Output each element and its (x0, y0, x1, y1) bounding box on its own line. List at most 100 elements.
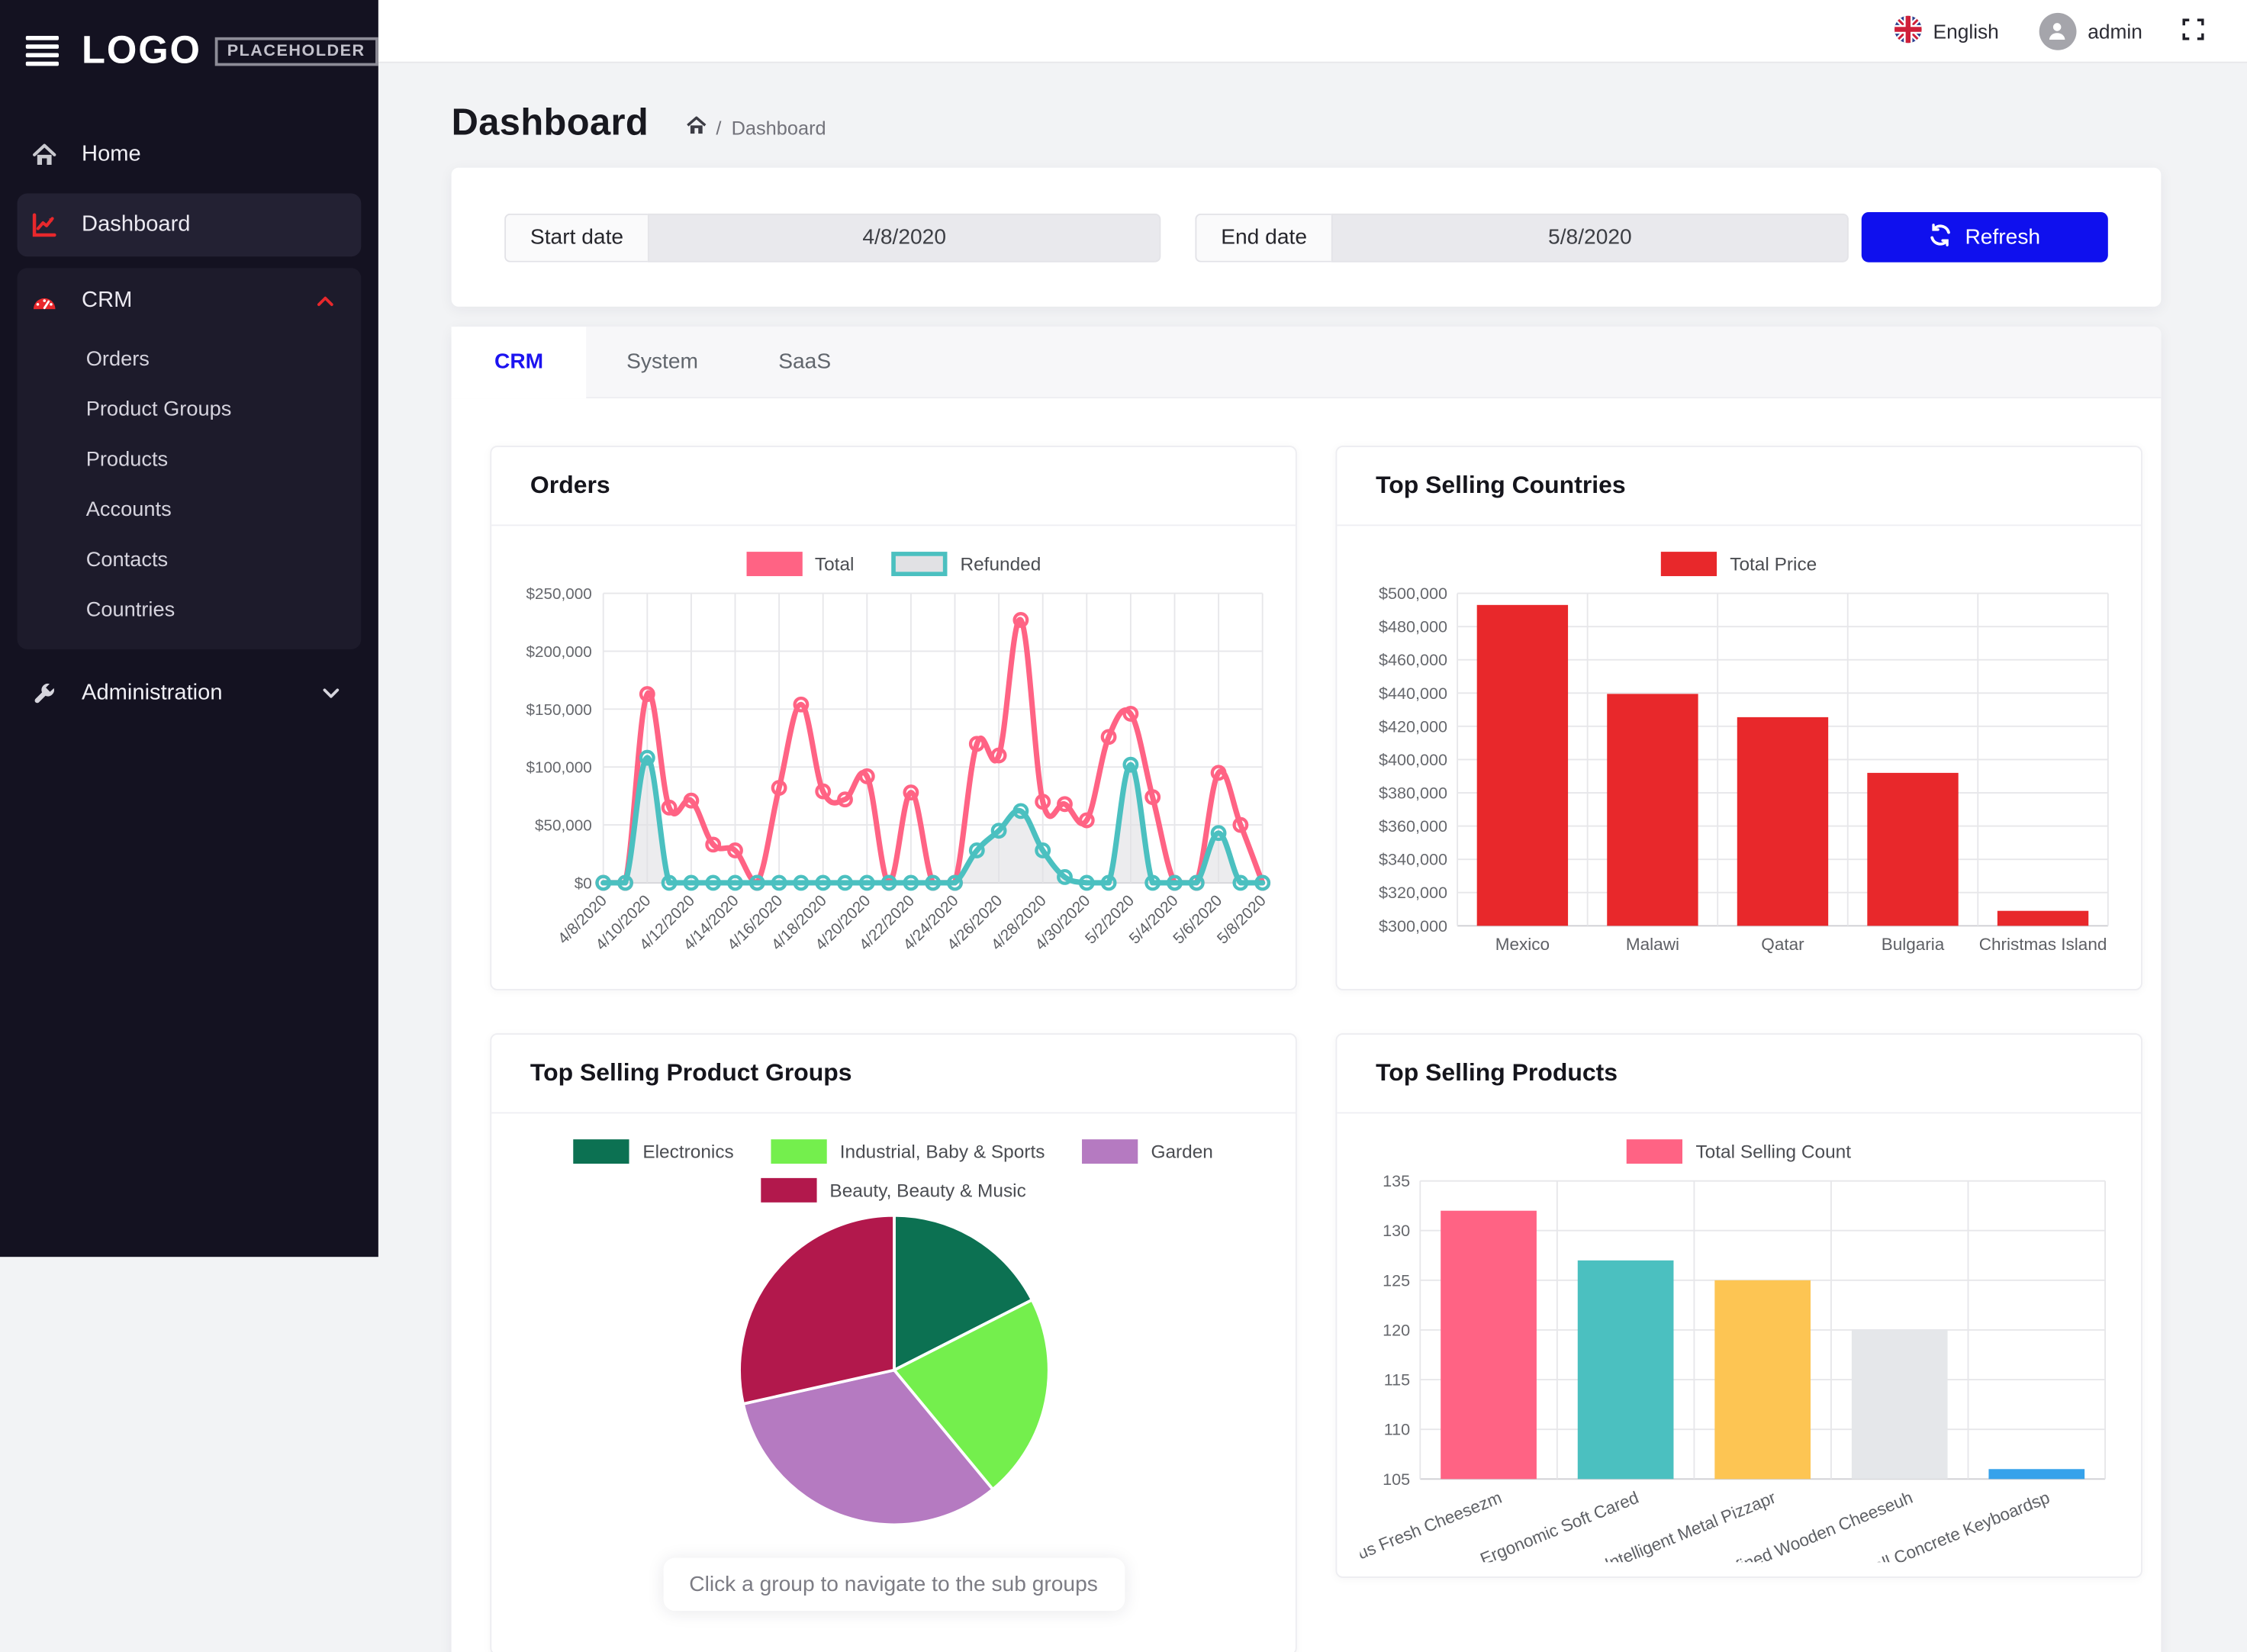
top-bar: English admin (378, 0, 2247, 63)
point-refunded-4/16/2020 (770, 874, 787, 891)
sidebar-nav: Home Dashboard CRM Orders (0, 124, 378, 726)
point-refunded-5/6/2020 (1209, 825, 1226, 842)
top-products-card: Top Selling Products Total Selling Count… (1335, 1033, 2142, 1578)
point-total-4/14/2020 (726, 842, 742, 858)
legend-label: Garden (1151, 1141, 1213, 1163)
bar-Bulgaria (1866, 772, 1958, 926)
top-countries-card: Top Selling Countries Total Price $300,0… (1335, 446, 2142, 990)
sidebar-item-contacts[interactable]: Contacts (85, 548, 169, 572)
point-refunded-4/9/2020 (616, 874, 633, 891)
point-refunded-4/28/2020 (1034, 842, 1051, 858)
sidebar-group-crm: CRM Orders Product Groups Products Accou… (17, 268, 362, 649)
sidebar-item-accounts[interactable]: Accounts (85, 498, 172, 521)
point-total-5/7/2020 (1231, 816, 1248, 833)
legend-swatch (1661, 552, 1717, 577)
bar-Intelligent Metal Pizzapr (1714, 1280, 1811, 1480)
point-total-4/10/2020 (638, 686, 655, 703)
language-selector[interactable]: English (1894, 14, 1999, 47)
sidebar-item-product-groups[interactable]: Product Groups (85, 398, 232, 421)
refresh-label: Refresh (1965, 224, 2041, 250)
legend-item-refunded[interactable]: Refunded (891, 552, 1041, 577)
point-refunded-4/20/2020 (858, 874, 874, 891)
top-countries-bar-chart: $300,000 $320,000 $340,000 $360,000 $380,000… (1378, 584, 2108, 954)
svg-text:120: 120 (1382, 1320, 1409, 1339)
point-refunded-4/15/2020 (748, 874, 765, 891)
tab-system[interactable]: System (626, 349, 699, 375)
svg-text:$200,000: $200,000 (526, 643, 591, 661)
pie-slice-Garden[interactable] (740, 1368, 994, 1527)
bar-Ergonomic Soft Cared (1576, 1260, 1673, 1480)
point-refunded-4/26/2020 (990, 823, 1006, 839)
svg-text:$150,000: $150,000 (526, 701, 591, 719)
svg-text:$250,000: $250,000 (526, 585, 591, 603)
hamburger-menu-icon[interactable] (25, 35, 60, 66)
user-menu[interactable]: admin (2039, 11, 2142, 50)
tab-crm[interactable]: CRM (451, 327, 587, 399)
svg-text:$0: $0 (574, 874, 591, 892)
legend-swatch (891, 552, 948, 577)
legend-item-electronics[interactable]: Electronics (574, 1139, 734, 1164)
legend-item-total-selling-count[interactable]: Total Selling Count (1627, 1139, 1851, 1164)
tab-strip: CRM System SaaS (451, 327, 2162, 399)
legend-item-industrial[interactable]: Industrial, Baby & Sports (771, 1139, 1045, 1164)
sidebar-item-countries[interactable]: Countries (85, 598, 175, 622)
end-date-input[interactable] (1331, 212, 1849, 262)
point-total-5/1/2020 (1099, 729, 1116, 745)
product-groups-pie-chart[interactable] (513, 1206, 1273, 1535)
point-total-5/2/2020 (1122, 705, 1138, 722)
point-total-4/26/2020 (990, 747, 1006, 764)
sidebar-header: LOGO PLACEHOLDER (0, 0, 378, 93)
top-countries-body: Total Price $300,000 $320,000 $340,000 $360… (1337, 526, 2141, 989)
sidebar-item-dashboard[interactable]: Dashboard (17, 193, 362, 257)
legend-item-garden[interactable]: Garden (1082, 1139, 1213, 1164)
point-total-4/12/2020 (682, 792, 699, 809)
point-refunded-5/2/2020 (1122, 756, 1138, 773)
orders-card: Orders Total Refunded (490, 446, 1297, 990)
svg-text:$500,000: $500,000 (1378, 584, 1447, 603)
pie-slice-Industrial, Baby & Sports[interactable] (891, 1297, 1050, 1492)
point-total-4/17/2020 (792, 696, 809, 713)
point-refunded-4/12/2020 (682, 874, 699, 891)
fullscreen-button[interactable] (2182, 18, 2204, 43)
refresh-button[interactable]: Refresh (1861, 211, 2108, 262)
sidebar-item-crm[interactable]: CRM (18, 268, 362, 333)
svg-text:$340,000: $340,000 (1378, 850, 1447, 869)
point-total-4/27/2020 (1012, 612, 1029, 628)
svg-text:115: 115 (1383, 1370, 1409, 1390)
svg-text:$460,000: $460,000 (1378, 650, 1447, 669)
legend-label: Beauty, Beauty & Music (829, 1179, 1026, 1201)
pie-slice-Beauty, Beauty & Music[interactable] (737, 1213, 895, 1406)
logo[interactable]: LOGO PLACEHOLDER (82, 31, 378, 70)
point-refunded-4/17/2020 (792, 874, 809, 891)
svg-text:$440,000: $440,000 (1378, 684, 1447, 703)
point-refunded-4/23/2020 (924, 874, 941, 891)
product-groups-card: Top Selling Product Groups Electronics I… (490, 1033, 1297, 1652)
pie-slice-Electronics[interactable] (892, 1213, 1034, 1373)
sidebar-item-home[interactable]: Home (0, 124, 378, 185)
tab-saas[interactable]: SaaS (778, 349, 832, 375)
sidebar-item-products[interactable]: Products (85, 447, 169, 471)
point-total-4/13/2020 (704, 836, 721, 853)
start-date-input[interactable] (648, 212, 1161, 262)
breadcrumb-separator: / (716, 117, 722, 139)
legend-item-total-price[interactable]: Total Price (1661, 552, 1817, 577)
breadcrumb-home-icon[interactable] (686, 116, 706, 139)
bar-Small Concrete Keyboardsp (1988, 1469, 2084, 1480)
point-total-4/20/2020 (858, 768, 874, 784)
legend-item-beauty[interactable]: Beauty, Beauty & Music (761, 1177, 1026, 1203)
point-refunded-4/14/2020 (726, 874, 742, 891)
sidebar-item-administration[interactable]: Administration (0, 661, 378, 726)
bar-Christmas Island (1996, 910, 2088, 926)
legend-item-total[interactable]: Total (745, 552, 854, 577)
chevron-up-icon (312, 288, 338, 314)
svg-text:$420,000: $420,000 (1378, 717, 1447, 736)
sidebar-item-label: Administration (82, 681, 223, 706)
page-title: Dashboard (451, 100, 649, 143)
pie-note: Click a group to navigate to the sub gro… (662, 1557, 1125, 1612)
date-filter-card: Start date End date Refresh (451, 167, 2162, 307)
point-total-4/19/2020 (836, 791, 852, 808)
point-refunded-5/1/2020 (1099, 874, 1116, 891)
point-refunded-5/8/2020 (1254, 874, 1270, 891)
sidebar-item-orders[interactable]: Orders (85, 347, 150, 371)
